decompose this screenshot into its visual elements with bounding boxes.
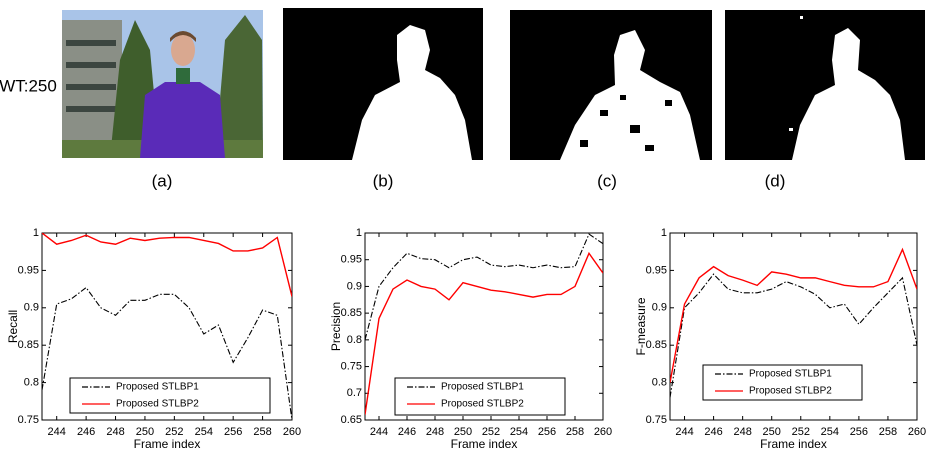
photo [62, 10, 263, 158]
caption: (a) [152, 171, 173, 190]
x-tick-label: 252 [165, 426, 183, 438]
x-tick-label: 252 [482, 426, 500, 438]
y-tick-label: 0.8 [652, 377, 667, 389]
caption: (b) [373, 171, 394, 190]
x-tick-label: 256 [850, 426, 868, 438]
x-tick-label: 260 [283, 426, 301, 438]
y-tick-label: 0.75 [341, 360, 362, 372]
x-tick-label: 254 [510, 426, 528, 438]
x-axis-label: Frame index [760, 437, 827, 451]
x-tick-label: 258 [879, 426, 897, 438]
legend-box [394, 377, 566, 416]
series-line [42, 233, 292, 297]
x-tick-label: 254 [195, 426, 213, 438]
legend-label: Proposed STLBP1 [116, 382, 199, 393]
y-tick-label: 0.9 [652, 302, 667, 314]
x-tick-label: 252 [792, 426, 810, 438]
x-tick-label: 256 [224, 426, 242, 438]
y-axis-label: Precision [329, 302, 343, 351]
y-tick-label: 1 [661, 227, 667, 239]
legend-label: Proposed STLBP2 [749, 386, 832, 397]
y-tick-label: 0.75 [18, 414, 39, 426]
y-tick-label: 0.85 [646, 339, 667, 351]
y-tick-label: 0.8 [347, 334, 362, 346]
x-tick-label: 246 [77, 426, 95, 438]
x-tick-label: 256 [538, 426, 556, 438]
y-tick-label: 0.75 [646, 414, 667, 426]
y-axis-label: F-measure [634, 297, 648, 355]
x-tick-label: 260 [594, 426, 612, 438]
caption: (d) [765, 171, 786, 190]
series-line [365, 233, 603, 340]
x-tick-label: 250 [454, 426, 472, 438]
y-tick-label: 0.9 [347, 280, 362, 292]
x-tick-label: 254 [821, 426, 839, 438]
row-label: WT:250 [0, 76, 57, 95]
x-tick-label: 244 [675, 426, 693, 438]
x-tick-label: 248 [106, 426, 124, 438]
y-tick-label: 0.85 [18, 339, 39, 351]
x-tick-label: 258 [253, 426, 271, 438]
x-axis-label: Frame index [451, 437, 518, 451]
x-tick-label: 246 [704, 426, 722, 438]
series-line [365, 251, 603, 415]
y-tick-label: 0.65 [341, 414, 362, 426]
y-tick-label: 0.95 [341, 254, 362, 266]
y-tick-label: 1 [356, 227, 362, 239]
legend-box [69, 377, 271, 414]
x-tick-label: 258 [566, 426, 584, 438]
y-tick-label: 0.85 [341, 307, 362, 319]
legend-label: Proposed STLBP2 [116, 399, 199, 410]
x-tick-label: 250 [763, 426, 781, 438]
x-tick-label: 244 [370, 426, 388, 438]
legend-label: Proposed STLBP2 [441, 399, 524, 410]
mask-stlbp1 [510, 10, 712, 160]
legend-label: Proposed STLBP1 [441, 382, 524, 393]
x-tick-label: 260 [908, 426, 926, 438]
x-tick-label: 250 [136, 426, 154, 438]
y-tick-label: 0.7 [347, 387, 362, 399]
mask-stlbp2 [725, 10, 925, 160]
y-tick-label: 0.9 [24, 302, 39, 314]
series-line [670, 273, 917, 398]
x-tick-label: 246 [398, 426, 416, 438]
series-line [670, 247, 917, 383]
y-tick-label: 0.95 [646, 264, 667, 276]
caption: (c) [597, 171, 617, 190]
x-axis-label: Frame index [134, 437, 201, 451]
mask-ground-truth [283, 8, 483, 160]
x-tick-label: 244 [48, 426, 66, 438]
legend-label: Proposed STLBP1 [749, 369, 832, 380]
y-tick-label: 0.8 [24, 377, 39, 389]
x-tick-label: 248 [426, 426, 444, 438]
series-line [42, 286, 292, 420]
x-tick-label: 248 [733, 426, 751, 438]
legend-box [702, 364, 863, 401]
y-axis-label: Recall [6, 310, 20, 343]
y-tick-label: 0.95 [18, 264, 39, 276]
y-tick-label: 1 [33, 227, 39, 239]
